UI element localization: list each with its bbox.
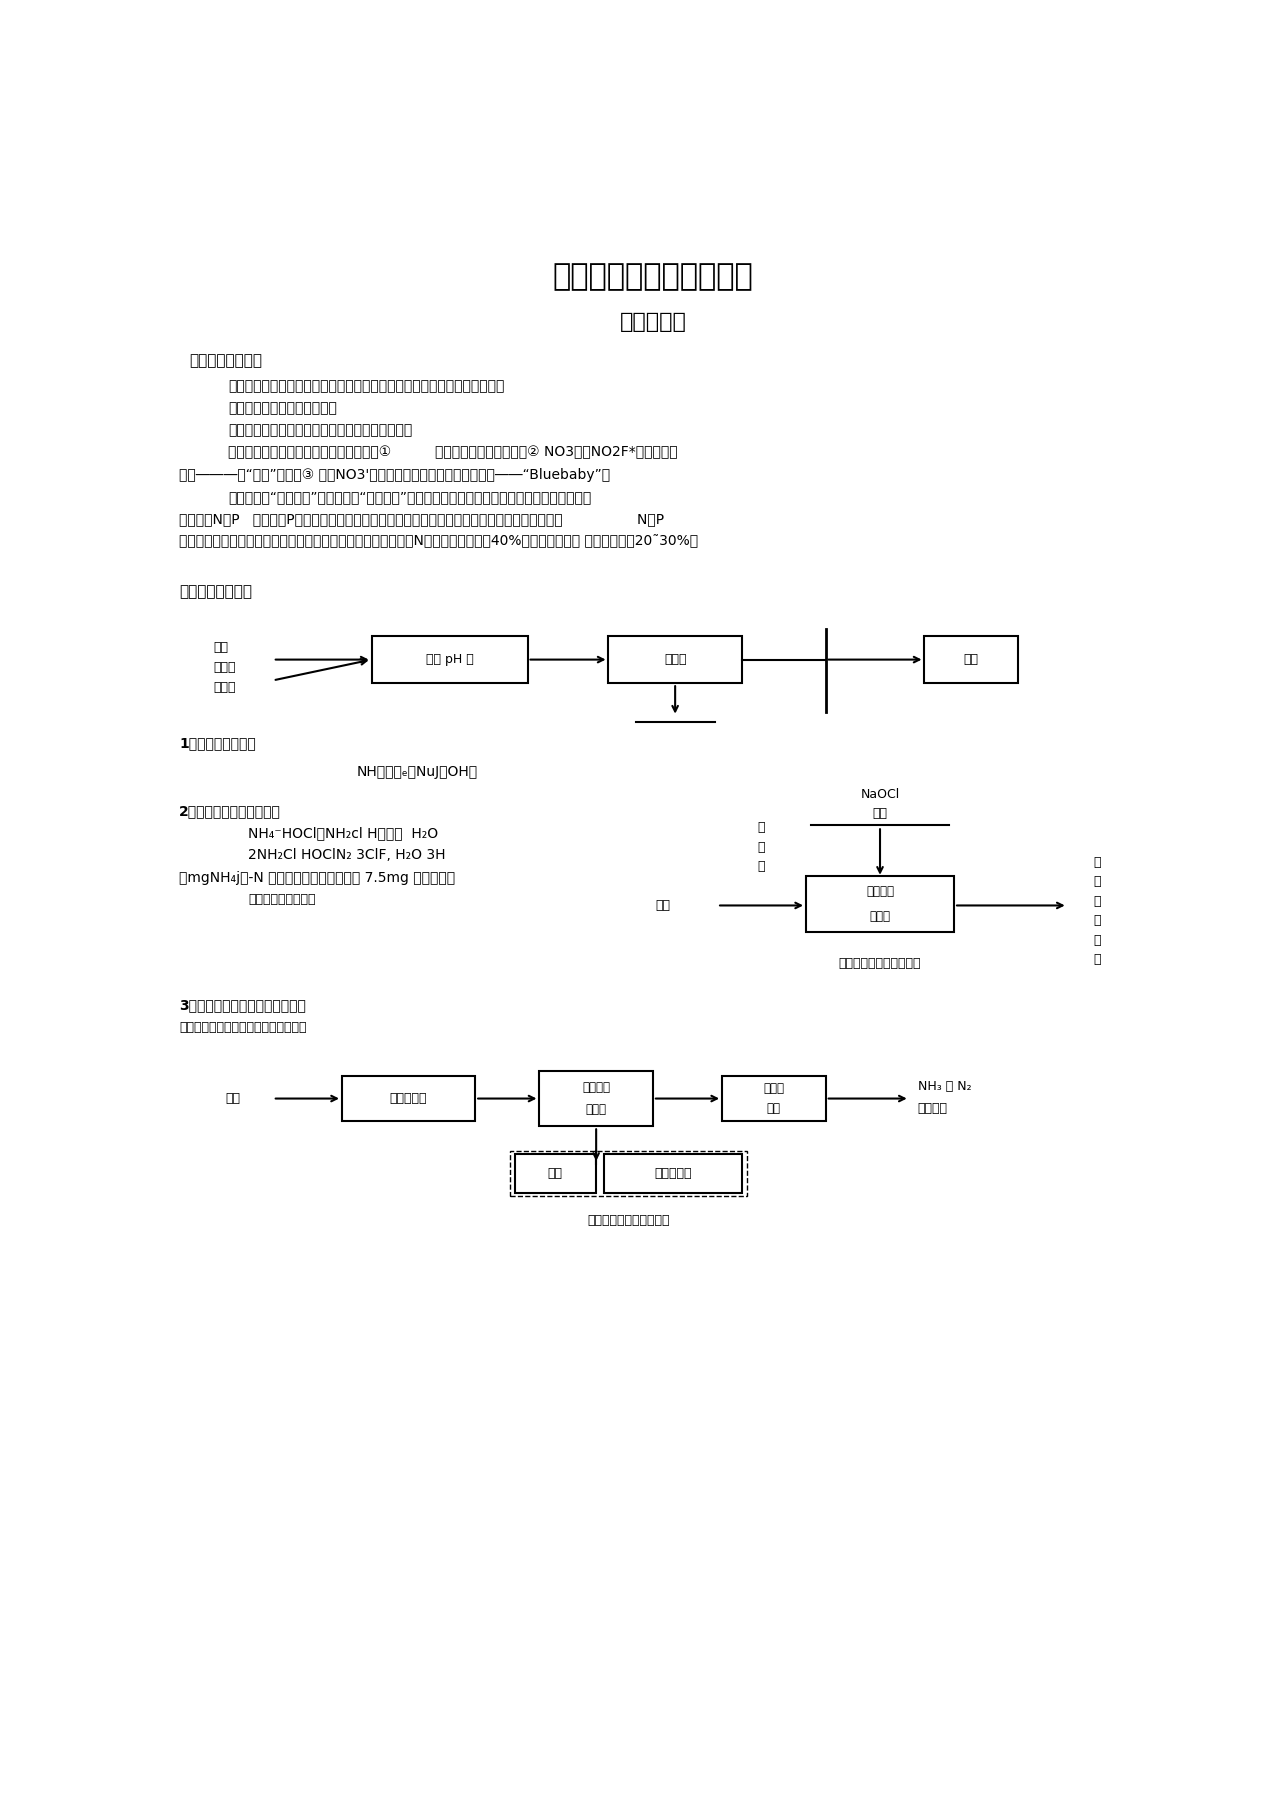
Text: 每mgNH₄j－-N 被氧化为氮气，至少需要 7.5mg 的氯，排泥: 每mgNH₄j－-N 被氧化为氮气，至少需要 7.5mg 的氯，排泥	[178, 871, 455, 884]
Text: 2、折点加氯法去除氨氮：: 2、折点加氯法去除氨氮：	[178, 805, 280, 817]
Text: 交换床: 交换床	[586, 1104, 606, 1117]
Text: 二、脆氮的物化法: 二、脆氮的物化法	[178, 584, 252, 599]
Text: 塔: 塔	[1093, 953, 1101, 967]
Text: 氨氮会消耗水体中的溶解氧；: 氨氮会消耗水体中的溶解氧；	[228, 400, 338, 415]
Text: 性: 性	[1093, 875, 1101, 888]
Text: 吸: 吸	[1093, 915, 1101, 927]
FancyBboxPatch shape	[341, 1077, 475, 1120]
Text: 进水: 进水	[214, 640, 228, 653]
FancyBboxPatch shape	[806, 877, 954, 933]
FancyBboxPatch shape	[722, 1077, 826, 1120]
Text: 石灰或: 石灰或	[214, 662, 236, 675]
Text: 折点加氯: 折点加氯	[866, 886, 894, 898]
Text: 废水: 废水	[655, 898, 670, 913]
Text: 吹脱法脆氮处理流程: 吹脱法脆氮处理流程	[248, 893, 316, 906]
FancyBboxPatch shape	[604, 1155, 741, 1192]
FancyBboxPatch shape	[539, 1072, 654, 1126]
Text: 要因子是N和P   （尤其是P）；解决的办法主要就是要严格控制污染源，降低排入水环境的废水中的                 N、P: 要因子是N和P （尤其是P）；解决的办法主要就是要严格控制污染源，降低排入水环境…	[178, 512, 664, 527]
FancyBboxPatch shape	[609, 637, 741, 684]
Text: NaOCl: NaOCl	[860, 788, 899, 801]
Text: 卦水: 卦水	[548, 1167, 563, 1180]
Text: 沉淤池: 沉淤池	[664, 653, 687, 666]
Text: 含量；对于城市废水来说，利用传统的活性污泥法进行处理，对N的去除率一般只有40%左右，对磷的去 除率一般只有20˜30%。: 含量；对于城市废水来说，利用传统的活性污泥法进行处理，对N的去除率一般只有40%…	[178, 534, 698, 548]
Text: 氨氮会与氯反应生成氯胺或氯气，增加氯的用量；: 氨氮会与氯反应生成氯胺或氯气，增加氯的用量；	[228, 424, 413, 437]
Text: 反应器: 反应器	[870, 909, 891, 924]
Text: 塔: 塔	[758, 861, 766, 873]
Text: 澄清或过滤: 澄清或过滤	[390, 1091, 427, 1106]
Text: 折点加氯法脆氯工艺流程: 折点加氯法脆氯工艺流程	[838, 958, 921, 971]
Text: 出水: 出水	[964, 653, 978, 666]
Text: 脆氯: 脆氯	[767, 1102, 781, 1115]
Text: 、营养元素的危害: 、营养元素的危害	[189, 354, 262, 368]
Text: NH₄⁻HOCl－NH₂cl H＞：：  H₂O: NH₄⁻HOCl－NH₂cl H＞：： H₂O	[248, 826, 438, 841]
Text: 脱: 脱	[758, 841, 766, 853]
FancyBboxPatch shape	[925, 637, 1018, 684]
Text: 吹: 吹	[758, 821, 766, 833]
Text: 沫石离子: 沫石离子	[582, 1081, 610, 1093]
Text: 硝胺―――种“三致”物质；③ 水中NO3'－，可导致婴儿患变性血色蛋白症――“Bluebaby”；: 硝胺―――种“三致”物质；③ 水中NO3'－，可导致婴儿患变性血色蛋白症――“B…	[178, 467, 610, 482]
FancyBboxPatch shape	[372, 637, 527, 684]
Text: 2NH₂Cl HOClN₂ 3ClF, H₂O 3H: 2NH₂Cl HOClN₂ 3ClF, H₂O 3H	[248, 848, 446, 862]
Text: 加速水体的“富营养化”过程；所谓“富营养化”就是指水中的藻类大量繁殖而引起水质恶化，其主: 加速水体的“富营养化”过程；所谓“富营养化”就是指水中的藻类大量繁殖而引起水质恶…	[228, 491, 591, 503]
FancyBboxPatch shape	[515, 1155, 596, 1192]
Text: 附: 附	[1093, 934, 1101, 947]
Text: 贮槽: 贮槽	[873, 806, 888, 821]
Text: 再生液回流: 再生液回流	[654, 1167, 692, 1180]
Text: NH３中２ₑ＝NuJ（OH－: NH３中２ₑ＝NuJ（OH－	[357, 765, 478, 779]
Text: NH₃ 或 N₂: NH₃ 或 N₂	[917, 1079, 971, 1093]
Text: 离子交换法脆氯工艺流程: 离子交换法脆氯工艺流程	[587, 1214, 670, 1227]
Text: 炭: 炭	[1093, 895, 1101, 907]
Text: 废水: 废水	[225, 1091, 241, 1106]
Text: 石灰乳: 石灰乳	[214, 680, 236, 695]
Text: 第七章生物脆氮除磷工艺: 第七章生物脆氮除磷工艺	[553, 262, 753, 290]
Text: 活: 活	[1093, 855, 1101, 870]
Text: 或氨溶液: 或氨溶液	[917, 1102, 948, 1115]
Text: 氮素物质对水体环境和人类都具有很大的危害，主要表现在以下几个方面：: 氮素物质对水体环境和人类都具有很大的危害，主要表现在以下几个方面：	[228, 379, 505, 393]
Text: 1、氨氮的吹脱法：: 1、氨氮的吹脱法：	[178, 736, 256, 750]
Text: 再生液: 再生液	[763, 1082, 785, 1095]
Text: 调节 pH 值: 调节 pH 值	[426, 653, 474, 666]
Text: 第一节概述: 第一节概述	[619, 312, 687, 332]
Text: 含氮化合物对人和其它生物有毒害作用：①          氨氮对鱼类有毒害作用；② NO3－和NO2F*被转化为亚: 含氮化合物对人和其它生物有毒害作用：① 氨氮对鱼类有毒害作用；② NO3－和NO…	[228, 446, 678, 460]
Text: 采用斜发永水石作为除锨的离子交换体: 采用斜发永水石作为除锨的离子交换体	[178, 1021, 307, 1034]
Text: 3、选择性离子交换法去除氨氮：: 3、选择性离子交换法去除氨氮：	[178, 998, 306, 1012]
